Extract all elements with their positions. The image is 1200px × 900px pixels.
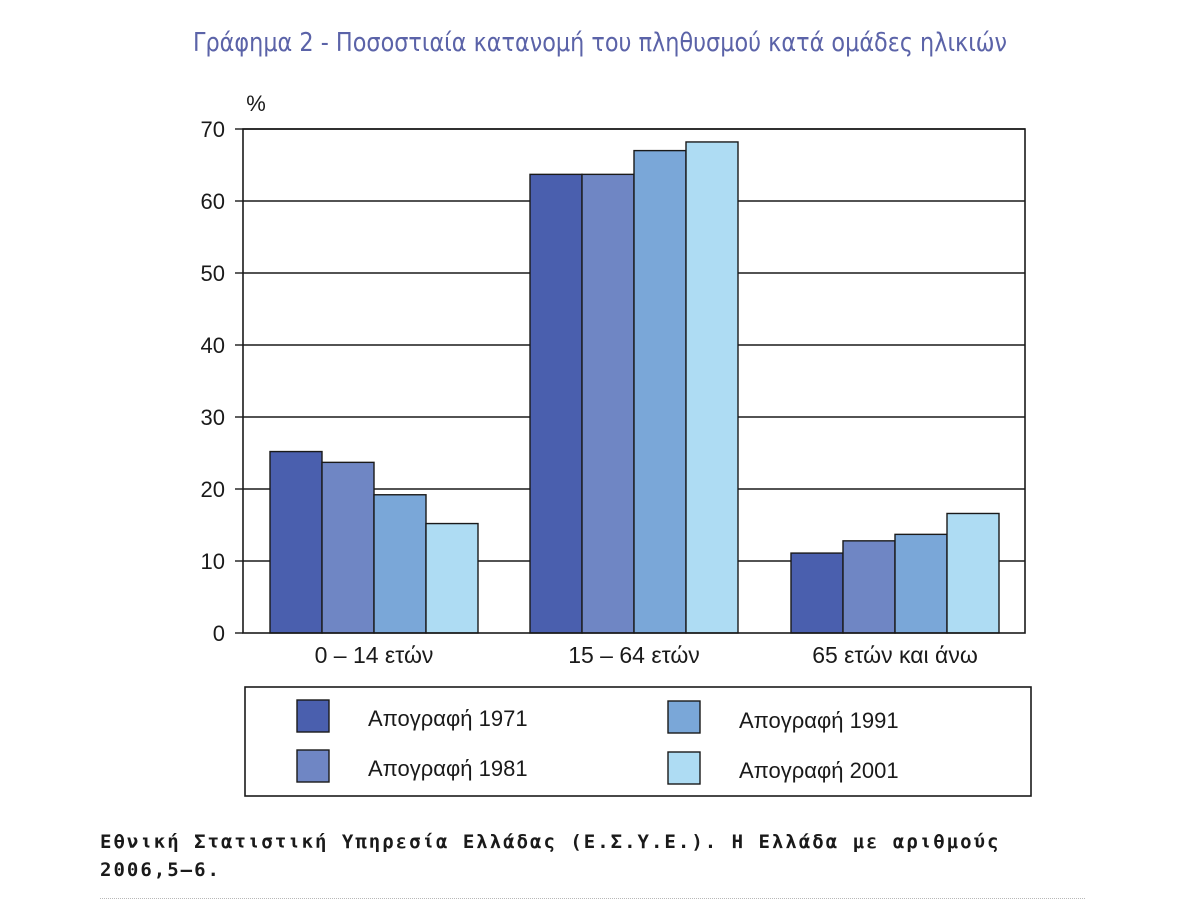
y-tick-label: 0	[213, 621, 225, 646]
y-tick-label: 40	[201, 333, 225, 358]
bar	[425, 522, 479, 634]
legend-swatch	[296, 749, 330, 783]
y-tick-label: 70	[201, 117, 225, 142]
y-tick-label: 30	[201, 405, 225, 430]
legend-swatch	[296, 699, 330, 733]
x-category-label: 65 ετών και άνω	[812, 642, 978, 668]
y-tick-label: 60	[201, 189, 225, 214]
legend-swatch	[667, 751, 701, 785]
bar	[842, 540, 896, 634]
legend-swatch	[667, 700, 701, 734]
x-category-label: 0 – 14 ετών	[315, 642, 434, 668]
bottom-divider	[100, 898, 1085, 899]
bar	[373, 494, 427, 634]
chart-title: Γράφημα 2 - Ποσοστιαία κατανομή του πληθ…	[193, 28, 1007, 58]
bar	[894, 533, 948, 634]
source-citation: Εθνική Στατιστική Υπηρεσία Ελλάδας (Ε.Σ.…	[100, 831, 1001, 881]
y-tick-label: 50	[201, 261, 225, 286]
bar	[946, 512, 1000, 634]
bar	[269, 450, 323, 634]
bar	[790, 552, 844, 634]
legend-label: Απογραφή 1991	[739, 708, 899, 733]
bar	[529, 173, 583, 634]
y-axis-label: %	[246, 91, 266, 116]
plot-frame	[242, 128, 1026, 634]
x-category-label: 15 – 64 ετών	[568, 642, 700, 668]
bar	[685, 141, 739, 634]
legend-label: Απογραφή 1981	[368, 756, 528, 781]
y-tick-label: 10	[201, 549, 225, 574]
bar	[581, 173, 635, 634]
bar	[321, 461, 375, 634]
y-tick-label: 20	[201, 477, 225, 502]
legend-label: Απογραφή 1971	[368, 706, 528, 731]
legend-label: Απογραφή 2001	[739, 758, 899, 783]
legend-box	[244, 686, 1032, 797]
bar	[633, 149, 687, 634]
